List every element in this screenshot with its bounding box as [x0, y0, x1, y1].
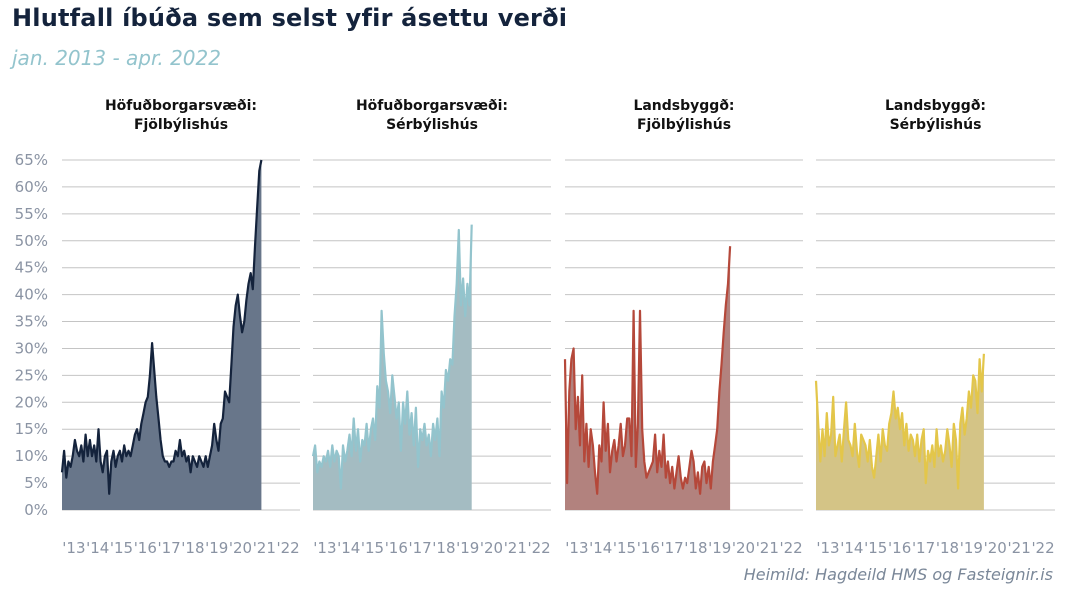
- panel-title-line: Höfuðborgarsvæði:: [356, 98, 508, 114]
- y-tick-label: 25%: [15, 366, 48, 384]
- panel-title-line: Fjölbýlishús: [637, 117, 731, 133]
- x-tick-label: '17: [408, 539, 431, 557]
- x-tick-label: '22: [1031, 539, 1054, 557]
- x-tick-label: '20: [480, 539, 503, 557]
- series-line: [60, 159, 263, 495]
- panel-title-line: Landsbyggð:: [633, 98, 734, 114]
- x-tick-label: '13: [816, 539, 839, 557]
- series-line: [311, 224, 473, 490]
- panel-title-line: Höfuðborgarsvæði:: [105, 98, 257, 114]
- y-tick-label: 20%: [15, 393, 48, 411]
- y-tick-label: 5%: [24, 474, 48, 492]
- panel-title-line: Landsbyggð:: [885, 98, 986, 114]
- x-tick-label: '15: [613, 539, 636, 557]
- x-tick-label: '19: [456, 539, 479, 557]
- chart-subtitle: jan. 2013 - apr. 2022: [12, 46, 221, 70]
- y-tick-label: 50%: [15, 232, 48, 250]
- x-tick-label: '18: [684, 539, 707, 557]
- x-tick-label: '21: [756, 539, 779, 557]
- x-tick-label: '22: [276, 539, 299, 557]
- x-tick-label: '20: [732, 539, 755, 557]
- y-tick-label: 35%: [15, 313, 48, 331]
- source-note: Heimild: Hagdeild HMS og Fasteignir.is: [743, 565, 1053, 584]
- x-tick-label: '16: [385, 539, 408, 557]
- chart-title: Hlutfall íbúða sem selst yfir ásettu ver…: [12, 4, 568, 32]
- y-tick-label: 55%: [15, 205, 48, 223]
- y-tick-label: 0%: [24, 501, 48, 519]
- x-tick-label: '16: [134, 539, 157, 557]
- series-line: [563, 246, 732, 495]
- x-tick-label: '14: [840, 539, 863, 557]
- x-tick-label: '19: [708, 539, 731, 557]
- x-tick-label: '22: [527, 539, 550, 557]
- y-tick-label: 45%: [15, 259, 48, 277]
- x-tick-label: '16: [637, 539, 660, 557]
- x-tick-label: '21: [1008, 539, 1031, 557]
- y-tick-label: 60%: [15, 178, 48, 196]
- x-tick-label: '18: [432, 539, 455, 557]
- y-tick-label: 40%: [15, 286, 48, 304]
- x-tick-label: '16: [888, 539, 911, 557]
- x-tick-label: '13: [62, 539, 85, 557]
- x-tick-label: '18: [936, 539, 959, 557]
- x-tick-label: '13: [313, 539, 336, 557]
- x-tick-label: '17: [912, 539, 935, 557]
- x-tick-label: '14: [86, 539, 109, 557]
- x-tick-label: '15: [110, 539, 133, 557]
- x-tick-label: '20: [984, 539, 1007, 557]
- series-line: [814, 353, 985, 490]
- x-tick-label: '22: [779, 539, 802, 557]
- y-tick-label: 10%: [15, 447, 48, 465]
- series-area: [62, 160, 262, 510]
- x-tick-label: '19: [960, 539, 983, 557]
- series-area: [816, 353, 984, 510]
- x-tick-label: '15: [864, 539, 887, 557]
- x-tick-label: '21: [504, 539, 527, 557]
- x-tick-label: '15: [361, 539, 384, 557]
- y-tick-label: 15%: [15, 420, 48, 438]
- x-tick-label: '17: [157, 539, 180, 557]
- x-tick-label: '14: [337, 539, 360, 557]
- panel-title-line: Sérbýlishús: [386, 117, 478, 133]
- x-tick-label: '19: [205, 539, 228, 557]
- y-tick-label: 30%: [15, 339, 48, 357]
- x-tick-label: '21: [253, 539, 276, 557]
- x-tick-label: '13: [565, 539, 588, 557]
- x-tick-label: '20: [229, 539, 252, 557]
- x-tick-label: '18: [181, 539, 204, 557]
- x-tick-label: '14: [589, 539, 612, 557]
- y-tick-label: 65%: [15, 151, 48, 169]
- panel-title-line: Sérbýlishús: [890, 117, 982, 133]
- panel-title-line: Fjölbýlishús: [134, 117, 228, 133]
- x-tick-label: '17: [660, 539, 683, 557]
